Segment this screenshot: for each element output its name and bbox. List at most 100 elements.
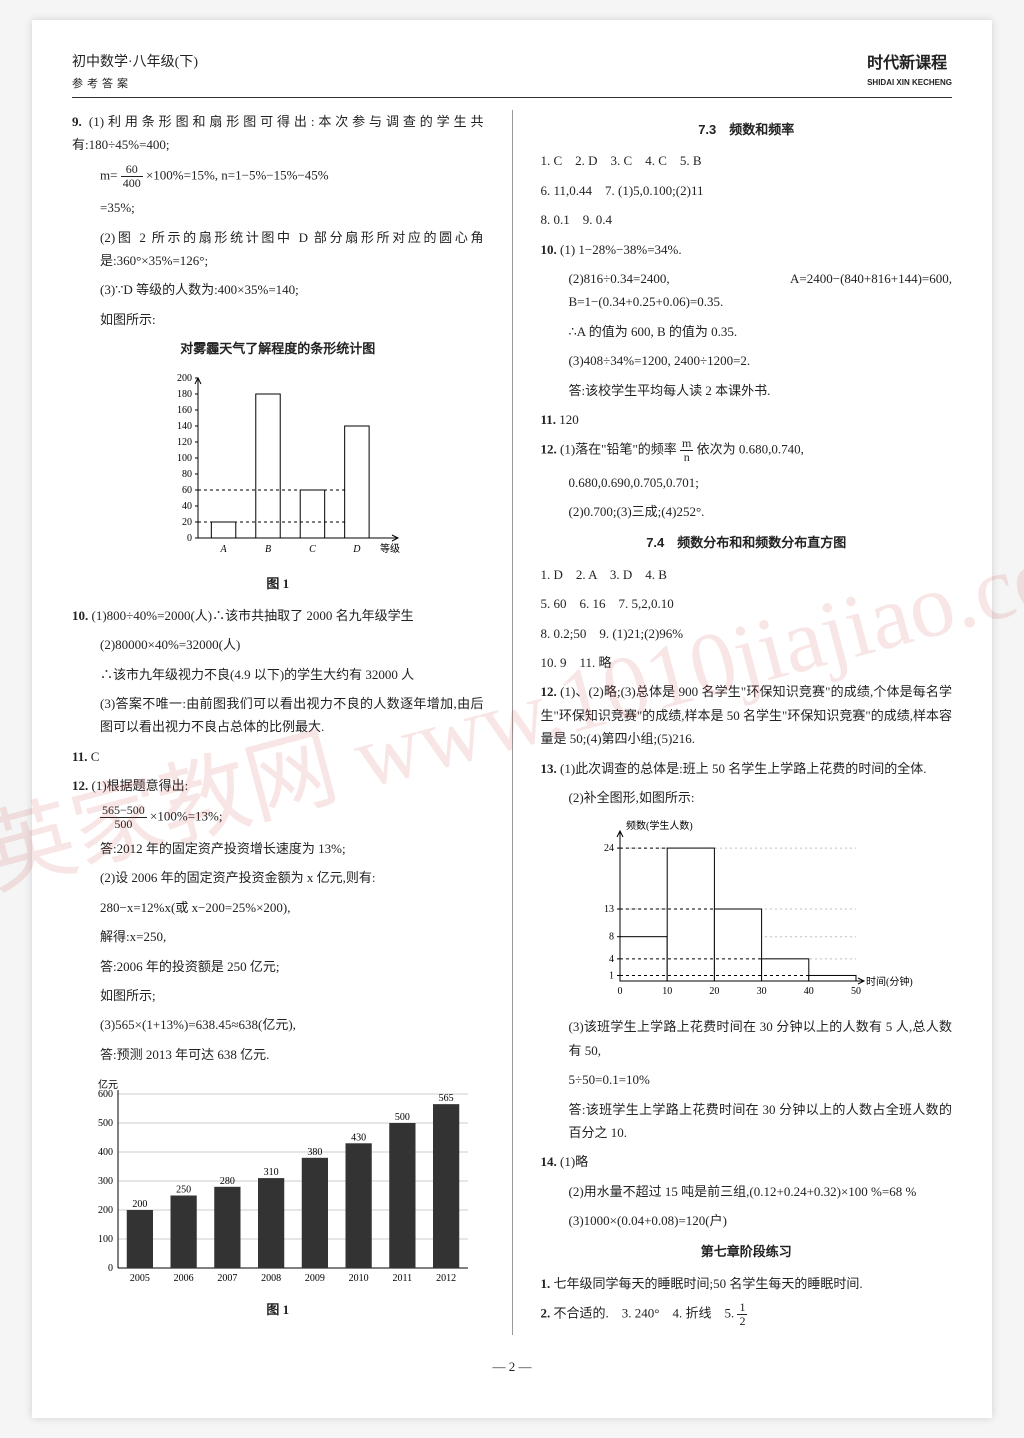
columns: 9. (1)利用条形图和扇形图可得出:本次参与调查的学生共有:180÷45%=4… <box>72 110 952 1335</box>
s74q13d: 5÷50=0.1=10% <box>541 1068 953 1091</box>
svg-text:1: 1 <box>609 971 614 982</box>
chap7-q1: 1. 七年级同学每天的睡眠时间;50 名学生每天的睡眠时间. <box>541 1272 953 1295</box>
chart2: 0100200300400500600亿元2002005250200628020… <box>72 1074 484 1321</box>
s74q13c: (3)该班学生上学路上花费时间在 30 分钟以上的人数有 5 人,总人数有 50… <box>541 1015 953 1062</box>
rq12b: 0.680,0.690,0.705,0.701; <box>541 471 953 494</box>
q10c: ∴该市九年级视力不良(4.9 以下)的学生大约有 32000 人 <box>72 663 484 686</box>
q11: 11. C <box>72 745 484 768</box>
svg-text:80: 80 <box>182 469 192 480</box>
svg-text:4: 4 <box>609 954 614 965</box>
q12-frac: 565−500500 ×100%=13%; <box>72 804 484 831</box>
q12l9: 答:预测 2013 年可达 638 亿元. <box>72 1043 484 1066</box>
svg-text:24: 24 <box>604 843 614 854</box>
svg-text:280: 280 <box>220 1176 235 1187</box>
r-q11: 11. 120 <box>541 408 953 431</box>
svg-text:180: 180 <box>177 389 192 400</box>
section-7-3-title: 7.3 频数和频率 <box>541 118 953 141</box>
svg-text:160: 160 <box>177 405 192 416</box>
chart1: 020406080100120140160180200ABCD等级 图 1 <box>72 368 484 595</box>
svg-text:0: 0 <box>108 1263 113 1274</box>
page-number: — 2 — <box>72 1355 952 1378</box>
svg-text:200: 200 <box>177 373 192 384</box>
q12l2: 答:2012 年的固定资产投资增长速度为 13%; <box>72 837 484 860</box>
q9-line6: 如图所示: <box>72 308 484 331</box>
svg-text:B: B <box>265 544 271 555</box>
svg-text:100: 100 <box>177 453 192 464</box>
svg-text:500: 500 <box>98 1118 113 1129</box>
q9-line4: (2)图 2 所示的扇形统计图中 D 部分扇形所对应的圆心角是:360°×35%… <box>72 226 484 273</box>
svg-text:2010: 2010 <box>348 1273 368 1284</box>
q9-line5: (3)∵D 等级的人数为:400×35%=140; <box>72 278 484 301</box>
svg-text:565: 565 <box>438 1093 453 1104</box>
left-column: 9. (1)利用条形图和扇形图可得出:本次参与调查的学生共有:180÷45%=4… <box>72 110 484 1335</box>
s74q13e: 答:该班学生上学路上花费时间在 30 分钟以上的人数占全班人数的百分之 10. <box>541 1098 953 1145</box>
chap7-l2: 2. 不合适的. 3. 240° 4. 折线 5. 12 <box>541 1301 953 1328</box>
svg-text:310: 310 <box>263 1167 278 1178</box>
q10: 10. (1)800÷40%=2000(人)∴该市共抽取了 2000 名九年级学… <box>72 604 484 627</box>
svg-text:500: 500 <box>395 1112 410 1123</box>
svg-text:2012: 2012 <box>436 1273 456 1284</box>
svg-text:2005: 2005 <box>130 1273 150 1284</box>
q9: 9. (1)利用条形图和扇形图可得出:本次参与调查的学生共有:180÷45%=4… <box>72 110 484 157</box>
svg-text:200: 200 <box>98 1205 113 1216</box>
svg-text:60: 60 <box>182 485 192 496</box>
q12l5: 解得:x=250, <box>72 925 484 948</box>
svg-text:40: 40 <box>804 986 814 997</box>
header-title-left: 初中数学·八年级(下) <box>72 50 198 75</box>
rq12c: (2)0.700;(3)三成;(4)252°. <box>541 500 953 523</box>
svg-text:200: 200 <box>132 1199 147 1210</box>
q12l7: 如图所示; <box>72 984 484 1007</box>
svg-text:2009: 2009 <box>305 1273 325 1284</box>
q10d: (3)答案不唯一:由前图我们可以看出视力不良的人数逐年增加,由后图可以看出视力不… <box>72 692 484 739</box>
s73-l1: 1. C 2. D 3. C 4. C 5. B <box>541 149 953 172</box>
svg-text:50: 50 <box>851 986 861 997</box>
s74l2: 5. 60 6. 16 7. 5,2,0.10 <box>541 592 953 615</box>
s74q13b: (2)补全图形,如图所示: <box>541 786 953 809</box>
header-pinyin: SHIDAI XIN KECHENG <box>867 79 952 87</box>
header-title-right: 时代新课程 <box>867 55 947 72</box>
page-header: 初中数学·八年级(下) 参考答案 时代新课程 SHIDAI XIN KECHEN… <box>72 50 952 98</box>
rq10c: ∴A 的值为 600, B 的值为 0.35. <box>541 320 953 343</box>
s74-q12: 12. (1)、(2)略;(3)总体是 900 名学生"环保知识竞赛"的成绩,个… <box>541 680 953 750</box>
s73-l2: 6. 11,0.44 7. (1)5,0.100;(2)11 <box>541 179 953 202</box>
chapter7-title: 第七章阶段练习 <box>541 1240 953 1263</box>
chart3: 频数(学生人数)时间(分钟)148132401020304050 <box>541 817 953 1007</box>
svg-text:430: 430 <box>351 1132 366 1143</box>
svg-text:2011: 2011 <box>392 1273 412 1284</box>
svg-text:等级: 等级 <box>380 542 400 555</box>
svg-text:频数(学生人数): 频数(学生人数) <box>626 819 693 832</box>
svg-text:120: 120 <box>177 437 192 448</box>
s74l3: 8. 0.2;50 9. (1)21;(2)96% <box>541 622 953 645</box>
header-subtitle-left: 参考答案 <box>72 75 198 95</box>
page: 精英家教网 www.1010jiajiao.com 初中数学·八年级(下) 参考… <box>32 20 992 1418</box>
s74-q13: 13. (1)此次调查的总体是:班上 50 名学生上学路上花费的时间的全体. <box>541 757 953 780</box>
rq10e: 答:该校学生平均每人读 2 本课外书. <box>541 379 953 402</box>
q12l8: (3)565×(1+13%)=638.45≈638(亿元), <box>72 1013 484 1036</box>
svg-text:亿元: 亿元 <box>98 1078 118 1091</box>
right-column: 7.3 频数和频率 1. C 2. D 3. C 4. C 5. B 6. 11… <box>541 110 953 1335</box>
svg-text:40: 40 <box>182 501 192 512</box>
svg-text:30: 30 <box>757 986 767 997</box>
svg-text:D: D <box>352 544 361 555</box>
q9-text: (1)利用条形图和扇形图可得出:本次参与调查的学生共有:180÷45%=400; <box>72 114 484 152</box>
svg-text:300: 300 <box>98 1176 113 1187</box>
section-7-4-title: 7.4 频数分布和和频数分布直方图 <box>541 531 953 554</box>
svg-text:400: 400 <box>98 1147 113 1158</box>
q10b: (2)80000×40%=32000(人) <box>72 633 484 656</box>
q12l6: 答:2006 年的投资额是 250 亿元; <box>72 955 484 978</box>
rq10b: (2)816÷0.34=2400, A=2400−(840+816+144)=6… <box>541 267 953 314</box>
svg-text:A: A <box>219 544 227 555</box>
svg-text:20: 20 <box>182 517 192 528</box>
svg-text:C: C <box>309 544 316 555</box>
svg-text:140: 140 <box>177 421 192 432</box>
chart1-title: 对雾霾天气了解程度的条形统计图 <box>72 337 484 360</box>
s74l1: 1. D 2. A 3. D 4. B <box>541 563 953 586</box>
column-divider <box>512 110 513 1335</box>
rq10d: (3)408÷34%=1200, 2400÷1200=2. <box>541 349 953 372</box>
svg-text:10: 10 <box>662 986 672 997</box>
s74q14c: (3)1000×(0.04+0.08)=120(户) <box>541 1209 953 1232</box>
svg-text:380: 380 <box>307 1147 322 1158</box>
s74l4: 10. 9 11. 略 <box>541 651 953 674</box>
chart2-caption: 图 1 <box>72 1298 484 1321</box>
svg-text:8: 8 <box>609 932 614 943</box>
